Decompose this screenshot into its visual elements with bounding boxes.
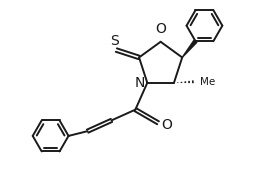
Text: O: O (161, 118, 172, 132)
Text: O: O (155, 22, 166, 36)
Polygon shape (182, 40, 197, 58)
Text: N: N (134, 76, 145, 90)
Text: S: S (110, 34, 119, 48)
Text: Me: Me (200, 77, 215, 87)
